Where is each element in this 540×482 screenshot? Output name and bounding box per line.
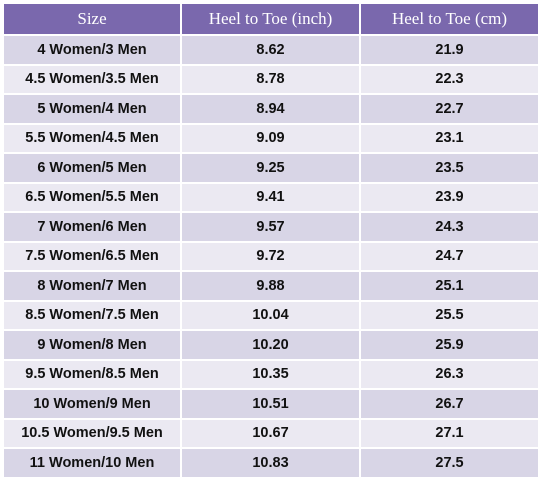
cm-cell: 27.1 <box>359 417 540 449</box>
cm-cell: 21.9 <box>359 34 540 66</box>
size-cell: 10 Women/9 Men <box>2 388 182 420</box>
inch-cell: 8.78 <box>180 63 361 95</box>
table-row: 8.5 Women/7.5 Men 10.04 25.5 <box>2 299 540 331</box>
table-row: 10 Women/9 Men 10.51 26.7 <box>2 388 540 420</box>
cm-cell: 25.1 <box>359 270 540 302</box>
inch-cell: 10.51 <box>180 388 361 420</box>
table-row: 4 Women/3 Men 8.62 21.9 <box>2 34 540 66</box>
size-cell: 9 Women/8 Men <box>2 329 182 361</box>
size-cell: 5.5 Women/4.5 Men <box>2 122 182 154</box>
inch-cell: 9.41 <box>180 181 361 213</box>
table-row: 9.5 Women/8.5 Men 10.35 26.3 <box>2 358 540 390</box>
size-cell: 10.5 Women/9.5 Men <box>2 417 182 449</box>
size-cell: 5 Women/4 Men <box>2 93 182 125</box>
inch-cell: 9.09 <box>180 122 361 154</box>
cm-cell: 25.9 <box>359 329 540 361</box>
header-heel-to-toe-inch: Heel to Toe (inch) <box>180 4 361 36</box>
header-row: Size Heel to Toe (inch) Heel to Toe (cm) <box>2 4 540 36</box>
table-row: 4.5 Women/3.5 Men 8.78 22.3 <box>2 63 540 95</box>
inch-cell: 10.35 <box>180 358 361 390</box>
size-cell: 4 Women/3 Men <box>2 34 182 66</box>
header-size: Size <box>2 4 182 36</box>
inch-cell: 10.20 <box>180 329 361 361</box>
cm-cell: 23.9 <box>359 181 540 213</box>
cm-cell: 25.5 <box>359 299 540 331</box>
size-cell: 11 Women/10 Men <box>2 447 182 479</box>
cm-cell: 26.3 <box>359 358 540 390</box>
inch-cell: 9.25 <box>180 152 361 184</box>
inch-cell: 9.72 <box>180 240 361 272</box>
table-row: 8 Women/7 Men 9.88 25.1 <box>2 270 540 302</box>
table-row: 6 Women/5 Men 9.25 23.5 <box>2 152 540 184</box>
cm-cell: 22.7 <box>359 93 540 125</box>
table-header: Size Heel to Toe (inch) Heel to Toe (cm) <box>2 4 540 36</box>
size-cell: 7 Women/6 Men <box>2 211 182 243</box>
size-cell: 9.5 Women/8.5 Men <box>2 358 182 390</box>
table-row: 9 Women/8 Men 10.20 25.9 <box>2 329 540 361</box>
table-row: 10.5 Women/9.5 Men 10.67 27.1 <box>2 417 540 449</box>
size-chart-table: Size Heel to Toe (inch) Heel to Toe (cm)… <box>2 4 540 479</box>
table-row: 6.5 Women/5.5 Men 9.41 23.9 <box>2 181 540 213</box>
size-cell: 6.5 Women/5.5 Men <box>2 181 182 213</box>
size-cell: 8.5 Women/7.5 Men <box>2 299 182 331</box>
inch-cell: 10.04 <box>180 299 361 331</box>
cm-cell: 24.7 <box>359 240 540 272</box>
inch-cell: 9.57 <box>180 211 361 243</box>
inch-cell: 10.83 <box>180 447 361 479</box>
inch-cell: 10.67 <box>180 417 361 449</box>
inch-cell: 9.88 <box>180 270 361 302</box>
table-row: 11 Women/10 Men 10.83 27.5 <box>2 447 540 479</box>
size-cell: 6 Women/5 Men <box>2 152 182 184</box>
table-body: 4 Women/3 Men 8.62 21.9 4.5 Women/3.5 Men 8.… <box>2 34 540 479</box>
cm-cell: 26.7 <box>359 388 540 420</box>
header-heel-to-toe-cm: Heel to Toe (cm) <box>359 4 540 36</box>
size-cell: 4.5 Women/3.5 Men <box>2 63 182 95</box>
table-row: 5 Women/4 Men 8.94 22.7 <box>2 93 540 125</box>
size-cell: 8 Women/7 Men <box>2 270 182 302</box>
size-cell: 7.5 Women/6.5 Men <box>2 240 182 272</box>
table-row: 7.5 Women/6.5 Men 9.72 24.7 <box>2 240 540 272</box>
cm-cell: 23.5 <box>359 152 540 184</box>
inch-cell: 8.62 <box>180 34 361 66</box>
inch-cell: 8.94 <box>180 93 361 125</box>
cm-cell: 23.1 <box>359 122 540 154</box>
cm-cell: 27.5 <box>359 447 540 479</box>
cm-cell: 24.3 <box>359 211 540 243</box>
cm-cell: 22.3 <box>359 63 540 95</box>
table-row: 7 Women/6 Men 9.57 24.3 <box>2 211 540 243</box>
table-row: 5.5 Women/4.5 Men 9.09 23.1 <box>2 122 540 154</box>
